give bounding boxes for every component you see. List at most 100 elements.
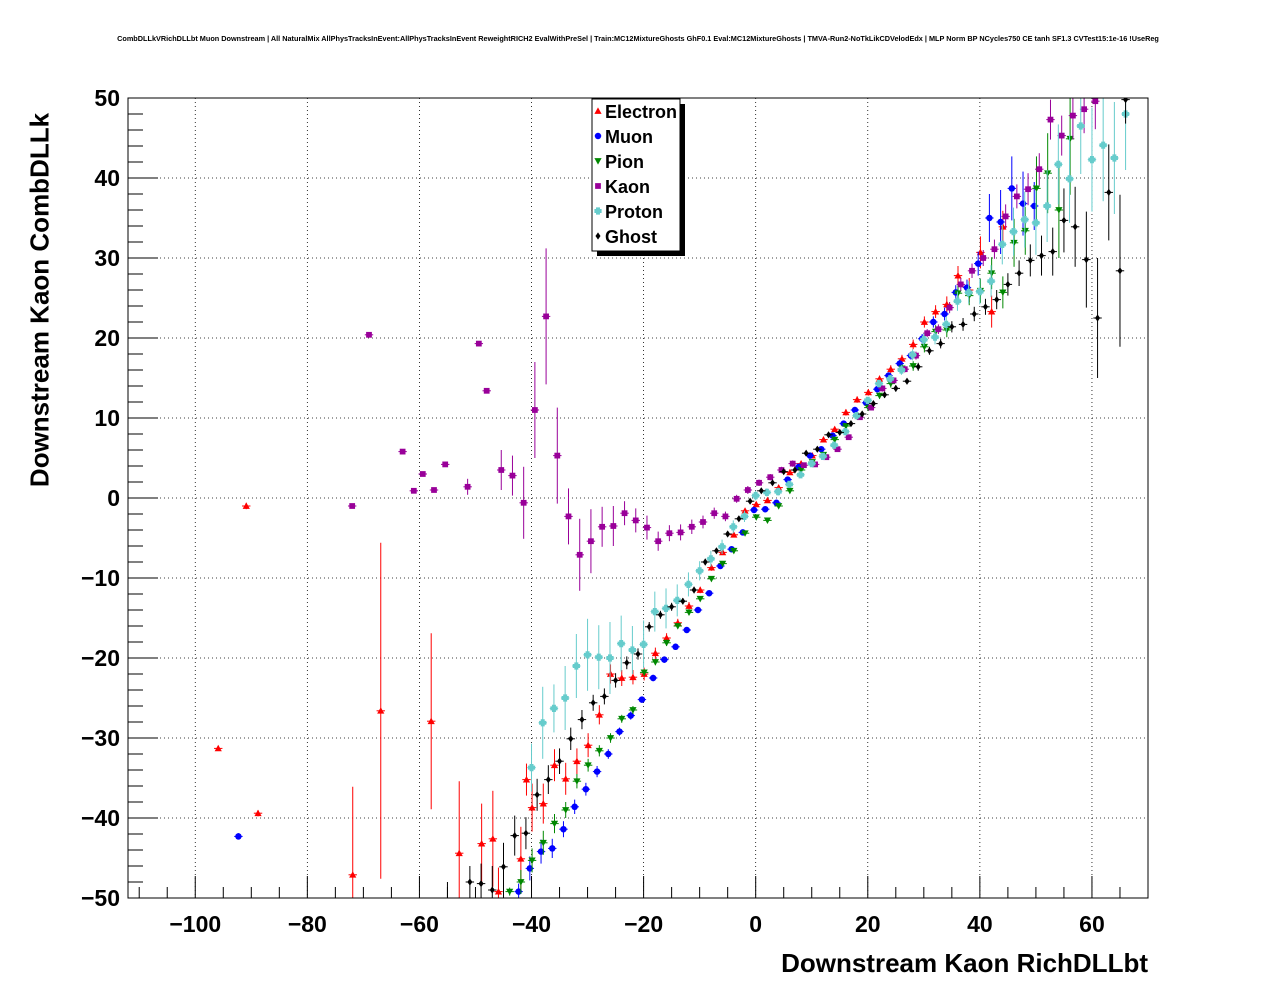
muon-point — [850, 406, 860, 414]
electron-marker — [988, 308, 996, 315]
proton-point — [740, 510, 749, 522]
proton-point — [538, 686, 547, 759]
kaon-marker — [442, 461, 449, 468]
pion-point — [539, 830, 548, 855]
muon-marker — [616, 728, 623, 735]
kaon-point — [698, 515, 708, 529]
ghost-marker — [601, 692, 607, 700]
kaon-point — [508, 455, 517, 496]
electron-point — [987, 295, 996, 328]
pion-marker — [730, 547, 738, 555]
x-tick-label: −60 — [400, 911, 439, 937]
muon-marker — [582, 785, 590, 793]
ghost-marker — [1083, 256, 1089, 264]
proton-marker — [953, 297, 962, 305]
proton-point — [874, 379, 884, 388]
electron-point — [376, 542, 385, 879]
kaon-point — [620, 501, 629, 526]
kaon-point — [398, 448, 407, 455]
proton-point — [841, 428, 850, 436]
proton-point — [1031, 190, 1041, 255]
electron-point — [572, 748, 582, 774]
kaon-marker — [700, 519, 706, 525]
proton-marker — [595, 653, 603, 661]
kaon-point — [564, 488, 573, 545]
pion-marker — [539, 839, 547, 847]
proton-marker — [1021, 216, 1029, 224]
pion-marker — [674, 623, 682, 630]
muon-marker — [560, 825, 567, 833]
kaon-marker — [366, 331, 372, 338]
ghost-point — [532, 778, 542, 811]
muon-point — [615, 727, 624, 736]
kaon-marker — [688, 523, 695, 530]
muon-point — [704, 589, 714, 597]
electron-point — [583, 733, 593, 758]
kaon-marker — [1013, 193, 1020, 200]
electron-marker — [214, 744, 222, 752]
x-tick-label: 40 — [967, 911, 993, 937]
pion-point — [673, 623, 682, 630]
kaon-point — [676, 524, 685, 541]
kaon-point — [934, 324, 943, 334]
electron-marker — [489, 835, 497, 842]
ghost-marker — [971, 310, 977, 318]
electron-point — [455, 781, 464, 898]
electron-point — [763, 496, 772, 504]
proton-point — [706, 550, 716, 567]
ghost-marker — [512, 832, 518, 840]
proton-marker — [752, 492, 760, 500]
electron-marker — [707, 564, 716, 571]
ghost-marker — [1038, 252, 1045, 260]
muon-marker — [593, 768, 601, 775]
electron-marker — [853, 396, 861, 403]
kaon-point — [364, 331, 374, 338]
legend-label-muon: Muon — [605, 127, 653, 147]
ghost-point — [981, 298, 990, 315]
ghost-point — [936, 338, 945, 349]
electron-marker — [539, 800, 547, 807]
kaon-marker — [1070, 112, 1076, 119]
ghost-marker — [613, 676, 619, 684]
proton-point — [796, 471, 805, 479]
electron-marker — [550, 761, 559, 769]
proton-point — [964, 281, 973, 304]
proton-point — [829, 441, 839, 449]
muon-point — [973, 251, 983, 276]
electron-point — [253, 809, 263, 817]
ghost-marker — [579, 716, 585, 724]
ghost-marker — [814, 445, 820, 453]
electron-point — [651, 647, 660, 659]
electron-marker — [954, 272, 962, 279]
proton-point — [863, 396, 872, 404]
proton-marker — [673, 596, 681, 604]
y-tick-label: 30 — [94, 245, 120, 271]
kaon-point — [766, 474, 775, 481]
pion-marker — [685, 609, 693, 616]
electron-marker — [887, 365, 895, 373]
kaon-point — [687, 519, 697, 534]
legend-marker-electron — [594, 107, 602, 114]
ghost-marker — [590, 699, 596, 707]
electron-marker — [618, 674, 626, 681]
muon-marker — [661, 656, 668, 663]
electron-marker — [494, 888, 503, 895]
kaon-marker — [431, 487, 437, 493]
muon-point — [693, 606, 703, 614]
kaon-marker — [924, 330, 931, 337]
y-axis-label: Downstream Kaon CombDLLk — [24, 112, 55, 488]
kaon-marker — [1025, 186, 1031, 193]
kaon-marker — [1047, 116, 1054, 123]
ghost-point — [689, 586, 699, 594]
proton-marker — [774, 488, 782, 496]
kaon-point — [586, 509, 596, 574]
electron-point — [886, 365, 895, 374]
ghost-marker — [792, 466, 798, 474]
proton-point — [942, 316, 951, 333]
proton-point — [1054, 124, 1063, 205]
ghost-marker — [702, 558, 708, 566]
pion-marker — [1021, 227, 1029, 235]
legend: Electron Muon Pion Kaon Proton Ghost — [591, 98, 685, 256]
kaon-point — [1023, 173, 1033, 206]
x-tick-label: −40 — [512, 911, 551, 937]
